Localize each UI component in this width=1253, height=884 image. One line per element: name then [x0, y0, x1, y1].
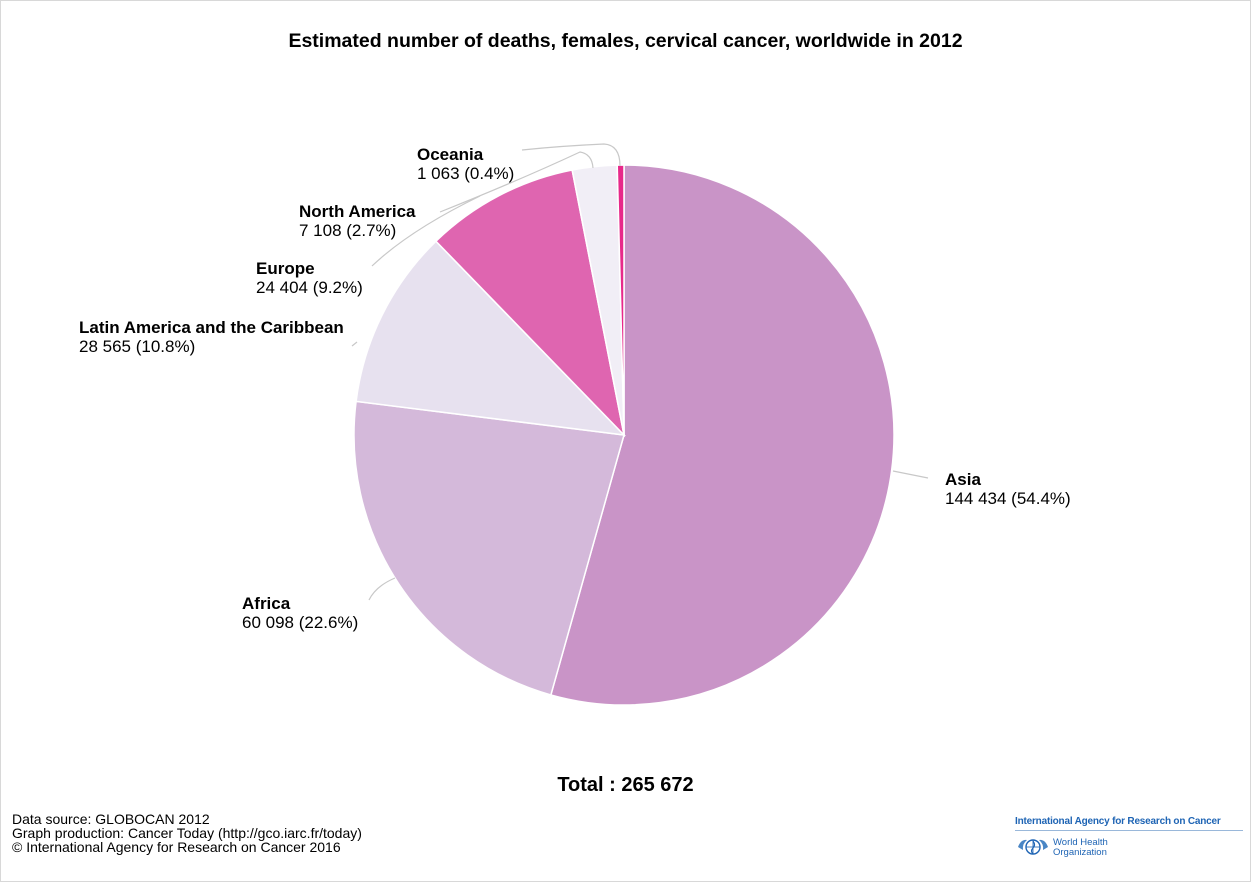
slice-value: 24 404 (9.2%) — [256, 278, 363, 297]
copyright-text: © International Agency for Research on C… — [12, 839, 341, 855]
slice-name: Latin America and the Caribbean — [79, 318, 344, 337]
slice-value: 28 565 (10.8%) — [79, 337, 196, 356]
slice-label-latin-america: Latin America and the Caribbean 28 565 (… — [79, 318, 344, 356]
slice-name: Oceania — [417, 145, 484, 164]
logo-divider — [1015, 830, 1243, 831]
pie-slice-asia — [549, 164, 895, 706]
leader-europe — [371, 195, 481, 267]
credits: Data source: GLOBOCAN 2012 Graph product… — [12, 812, 362, 854]
slice-value: 7 108 (2.7%) — [299, 221, 397, 240]
leader-asia — [892, 470, 929, 479]
slice-value: 144 434 (54.4%) — [945, 489, 1071, 508]
slice-value: 60 098 (22.6%) — [242, 613, 359, 632]
slice-label-africa: Africa 60 098 (22.6%) — [242, 594, 358, 632]
slice-name: Asia — [945, 470, 981, 489]
graph-production-text: Graph production: Cancer Today (http://g… — [12, 825, 362, 841]
slice-label-europe: Europe 24 404 (9.2%) — [256, 259, 363, 297]
chart-total: Total : 265 672 — [557, 774, 694, 796]
slice-label-north-america: North America 7 108 (2.7%) — [299, 202, 416, 240]
pie-slice-oceania — [616, 164, 625, 436]
data-source-text: Data source: GLOBOCAN 2012 — [12, 811, 210, 827]
pie-slice-europe — [434, 169, 626, 438]
chart-title: Estimated number of deaths, females, cer… — [288, 30, 963, 52]
who-logo: World Health Organization — [1015, 836, 1155, 860]
pie-slice-latin-america-and-the-caribbean — [355, 240, 627, 437]
who-text: World Health Organization — [1053, 837, 1108, 858]
leader-oceania — [521, 143, 621, 167]
slice-label-asia: Asia 144 434 (54.4%) — [945, 470, 1071, 508]
leader-north-america — [439, 151, 594, 213]
pie-slice-africa — [353, 400, 625, 696]
iarc-logo: International Agency for Research on Can… — [1015, 816, 1221, 827]
who-emblem-icon — [1018, 839, 1048, 855]
leader-latin-america — [351, 341, 358, 347]
slice-label-oceania: Oceania 1 063 (0.4%) — [417, 145, 514, 183]
slice-name: Africa — [242, 594, 291, 613]
slice-name: North America — [299, 202, 416, 221]
slice-name: Europe — [256, 259, 315, 278]
leader-africa — [368, 577, 396, 601]
slice-value: 1 063 (0.4%) — [417, 164, 515, 183]
